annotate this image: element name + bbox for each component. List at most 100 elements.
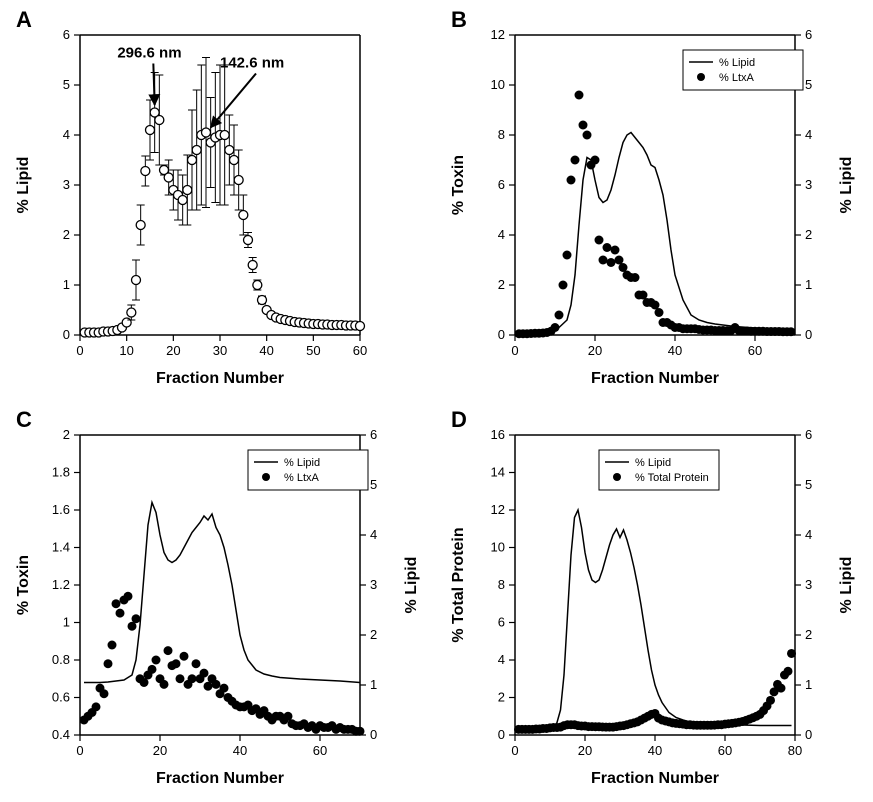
svg-text:30: 30 [213, 343, 227, 358]
svg-text:Fraction Number: Fraction Number [591, 770, 719, 787]
svg-text:296.6 nm: 296.6 nm [117, 45, 181, 62]
svg-text:0: 0 [511, 743, 518, 758]
svg-text:% Total Protein: % Total Protein [450, 527, 467, 642]
svg-text:A: A [16, 7, 32, 32]
svg-text:10: 10 [491, 540, 505, 555]
svg-text:4: 4 [805, 527, 812, 542]
svg-text:60: 60 [353, 343, 367, 358]
svg-text:1: 1 [63, 615, 70, 630]
svg-text:6: 6 [498, 177, 505, 192]
svg-text:1.6: 1.6 [52, 502, 70, 517]
svg-text:6: 6 [498, 615, 505, 630]
svg-text:2: 2 [498, 277, 505, 292]
svg-text:1: 1 [805, 277, 812, 292]
svg-text:0: 0 [805, 727, 812, 742]
svg-text:80: 80 [788, 743, 802, 758]
svg-text:1.8: 1.8 [52, 465, 70, 480]
svg-text:12: 12 [491, 27, 505, 42]
svg-text:6: 6 [370, 427, 377, 442]
svg-text:14: 14 [491, 465, 505, 480]
svg-text:Fraction Number: Fraction Number [591, 370, 719, 387]
svg-text:0.6: 0.6 [52, 690, 70, 705]
svg-text:% Lipid: % Lipid [635, 457, 671, 469]
svg-text:3: 3 [370, 577, 377, 592]
svg-text:10: 10 [491, 77, 505, 92]
svg-text:20: 20 [153, 743, 167, 758]
svg-text:Fraction Number: Fraction Number [156, 770, 284, 787]
svg-text:8: 8 [498, 577, 505, 592]
svg-text:4: 4 [370, 527, 377, 542]
svg-text:1.4: 1.4 [52, 540, 70, 555]
svg-text:0: 0 [76, 743, 83, 758]
svg-text:% Lipid: % Lipid [719, 57, 755, 69]
svg-text:40: 40 [233, 743, 247, 758]
svg-text:4: 4 [63, 127, 70, 142]
svg-text:0: 0 [63, 327, 70, 342]
svg-text:1.2: 1.2 [52, 577, 70, 592]
svg-text:D: D [451, 407, 467, 432]
svg-text:% Lipid: % Lipid [838, 557, 855, 614]
svg-text:0: 0 [498, 327, 505, 342]
svg-text:% Lipid: % Lipid [838, 157, 855, 214]
svg-text:6: 6 [805, 427, 812, 442]
svg-text:Fraction Number: Fraction Number [156, 370, 284, 387]
svg-text:40: 40 [668, 343, 682, 358]
svg-text:4: 4 [498, 652, 505, 667]
svg-text:142.6 nm: 142.6 nm [220, 55, 284, 72]
svg-text:6: 6 [63, 27, 70, 42]
svg-text:3: 3 [63, 177, 70, 192]
svg-text:% LtxA: % LtxA [719, 72, 755, 84]
svg-text:8: 8 [498, 127, 505, 142]
svg-text:5: 5 [63, 77, 70, 92]
svg-text:60: 60 [748, 343, 762, 358]
svg-text:% LtxA: % LtxA [284, 472, 320, 484]
svg-text:2: 2 [63, 427, 70, 442]
panel-D: D02040608002468101214160123456Fraction N… [445, 405, 865, 795]
svg-text:20: 20 [166, 343, 180, 358]
svg-text:0.8: 0.8 [52, 652, 70, 667]
svg-text:0: 0 [370, 727, 377, 742]
svg-text:2: 2 [370, 627, 377, 642]
svg-text:60: 60 [718, 743, 732, 758]
svg-text:2: 2 [805, 627, 812, 642]
svg-text:0.4: 0.4 [52, 727, 70, 742]
svg-text:B: B [451, 7, 467, 32]
svg-text:50: 50 [306, 343, 320, 358]
svg-text:4: 4 [498, 227, 505, 242]
svg-text:C: C [16, 407, 32, 432]
svg-text:16: 16 [491, 427, 505, 442]
svg-text:2: 2 [63, 227, 70, 242]
svg-text:4: 4 [805, 127, 812, 142]
svg-text:3: 3 [805, 177, 812, 192]
panel-A: A 0 10 20 30 40 50 60 0 1 2 3 4 5 6 Fraction Number % Li… [10, 5, 430, 395]
svg-text:10: 10 [119, 343, 133, 358]
svg-text:6: 6 [805, 27, 812, 42]
svg-text:20: 20 [588, 343, 602, 358]
svg-text:1: 1 [370, 677, 377, 692]
panel-B: B02040600246810120123456Fraction Number%… [445, 5, 865, 395]
svg-text:5: 5 [805, 477, 812, 492]
panel-C: C02040600.40.60.811.21.41.61.820123456Fr… [10, 405, 430, 795]
svg-text:% Toxin: % Toxin [450, 155, 467, 215]
svg-text:% Toxin: % Toxin [15, 555, 32, 615]
svg-text:20: 20 [578, 743, 592, 758]
svg-text:1: 1 [805, 677, 812, 692]
svg-text:0: 0 [76, 343, 83, 358]
svg-text:5: 5 [805, 77, 812, 92]
svg-text:1: 1 [63, 277, 70, 292]
svg-text:% Lipid: % Lipid [15, 157, 32, 214]
svg-text:60: 60 [313, 743, 327, 758]
svg-text:% Lipid: % Lipid [284, 457, 320, 469]
svg-text:40: 40 [259, 343, 273, 358]
svg-text:3: 3 [805, 577, 812, 592]
svg-text:2: 2 [805, 227, 812, 242]
svg-text:0: 0 [805, 327, 812, 342]
figure-root: A01020304050600123456Fraction Number% Li… [0, 0, 873, 802]
svg-text:% Total Protein: % Total Protein [635, 472, 709, 484]
svg-text:12: 12 [491, 502, 505, 517]
svg-text:0: 0 [498, 727, 505, 742]
svg-text:5: 5 [370, 477, 377, 492]
svg-text:40: 40 [648, 743, 662, 758]
svg-text:0: 0 [511, 343, 518, 358]
svg-text:% Lipid: % Lipid [403, 557, 420, 614]
